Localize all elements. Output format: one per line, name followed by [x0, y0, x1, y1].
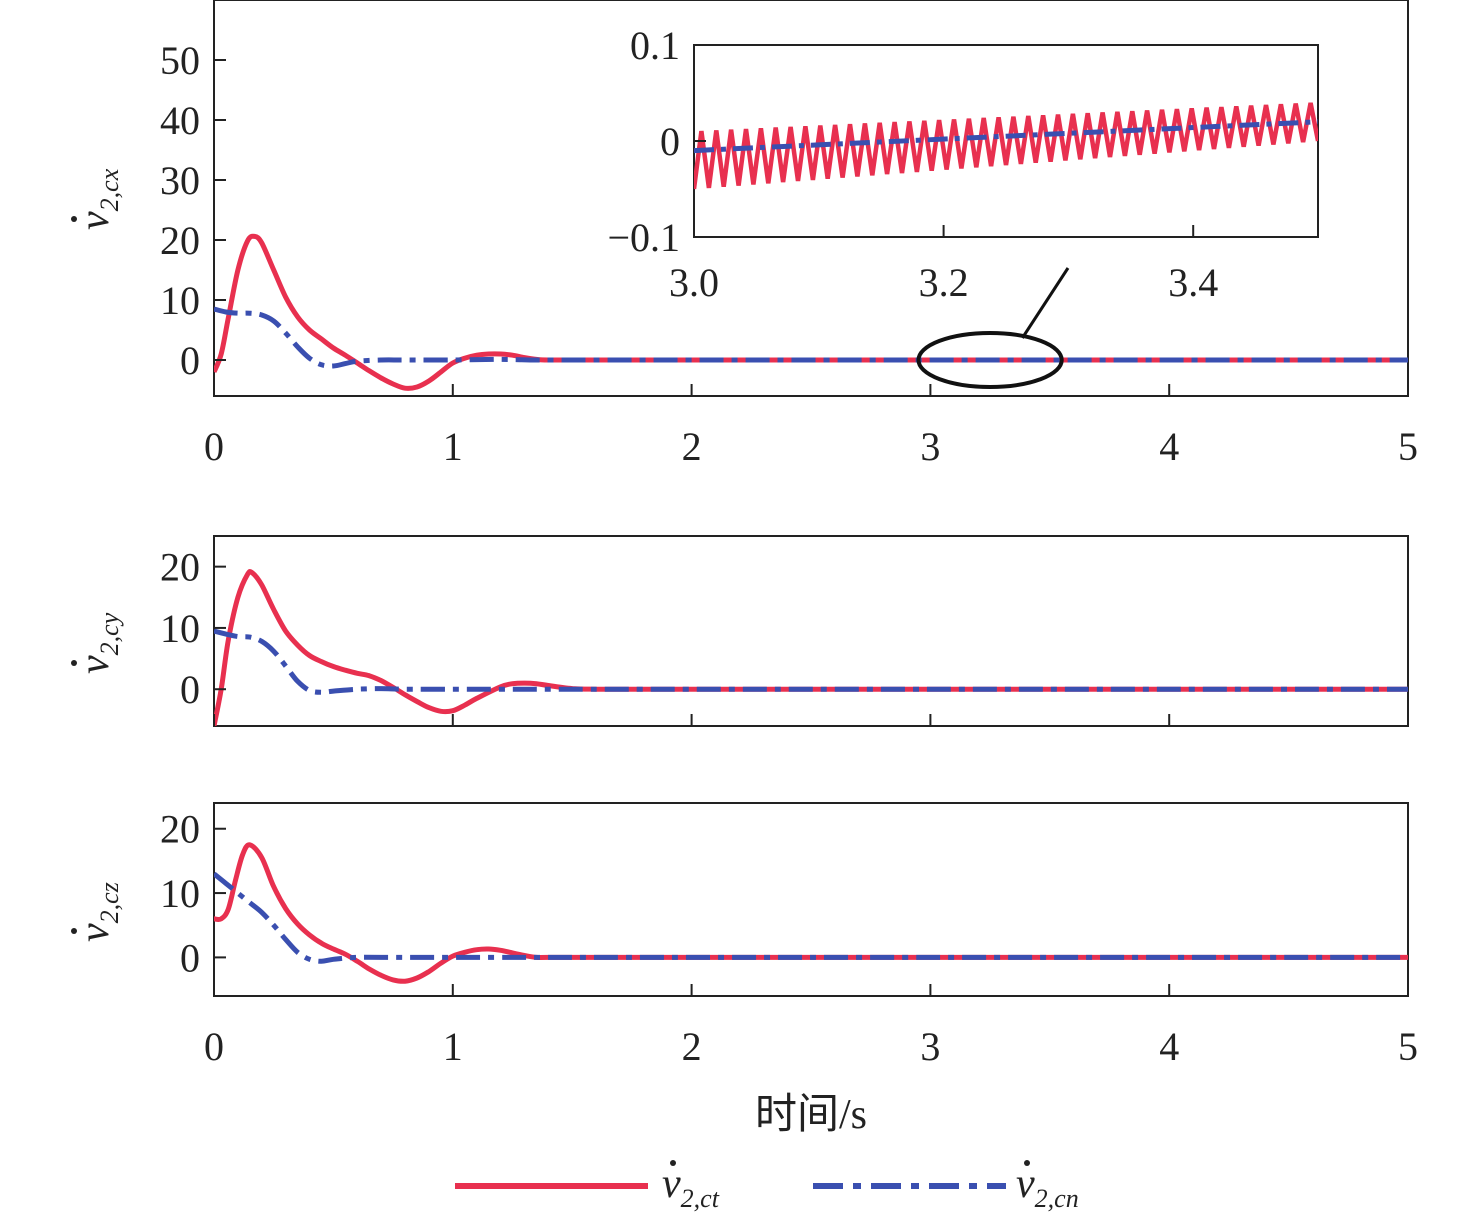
zoom-annotation [916, 267, 1070, 389]
x-tick-label: 1 [443, 1024, 463, 1069]
inset-series-line-cn [694, 119, 1318, 154]
y-tick-label: 10 [160, 278, 200, 323]
inset-zoom-panel: 3.0 3.2 3.4 −0.1 0 0.1 [607, 23, 1319, 305]
panel-v2cz: 0 1 2 3 4 5 0 10 20 v2,cz [71, 802, 1418, 1069]
series-line-cn [214, 306, 1408, 369]
x-tick-label: 2 [682, 424, 702, 469]
y-tick-label: 10 [160, 606, 200, 651]
series-line-cn [214, 871, 1408, 964]
x-tick-label: 5 [1398, 1024, 1418, 1069]
x-tick-label: 4 [1159, 424, 1179, 469]
x-tick-label: 0 [204, 424, 224, 469]
x-tick-label: 3.0 [669, 260, 719, 305]
legend-label-cn: v2,cn [1016, 1160, 1079, 1213]
x-tick-label: 0 [204, 1024, 224, 1069]
panel-v2cy: 0 10 20 v2,cy [71, 535, 1409, 727]
x-tick-label: 3.2 [919, 260, 969, 305]
y-axis-label: v2,cz [71, 882, 124, 942]
y-tick-label: 30 [160, 158, 200, 203]
zoom-ellipse [916, 331, 1064, 389]
y-tick-label: −0.1 [607, 215, 680, 260]
y-tick-label: 50 [160, 38, 200, 83]
y-axis-label: v2,cy [71, 612, 124, 674]
x-tick-label: 4 [1159, 1024, 1179, 1069]
zoom-leader-line [1021, 267, 1070, 339]
series-line-cn [214, 628, 1408, 695]
y-tick-label: 40 [160, 98, 200, 143]
svg-text:v2,ct: v2,ct [662, 1161, 720, 1213]
svg-text:v2,cy: v2,cy [72, 612, 124, 674]
x-tick-label: 1 [443, 424, 463, 469]
y-tick-label: 20 [160, 218, 200, 263]
inset-series-line-ct [694, 102, 1318, 190]
y-tick-label: 0 [660, 119, 680, 164]
x-tick-label: 3 [920, 1024, 940, 1069]
y-tick-label: 20 [160, 545, 200, 590]
x-tick-label: 2 [682, 1024, 702, 1069]
x-tick-label: 3.4 [1168, 260, 1218, 305]
x-tick-label: 5 [1398, 424, 1418, 469]
y-tick-label: 0 [180, 935, 200, 980]
legend-label-ct: v2,ct [662, 1160, 720, 1213]
x-tick-label: 3 [920, 424, 940, 469]
legend: v2,ct v2,cn [455, 1160, 1079, 1213]
x-axis-label: 时间/s [755, 1092, 867, 1138]
svg-text:v2,cz: v2,cz [72, 882, 124, 942]
y-tick-label: 20 [160, 807, 200, 852]
y-axis-label: v2,cx [71, 168, 124, 230]
y-tick-label: 0 [180, 338, 200, 383]
y-tick-label: 0 [180, 667, 200, 712]
plot-frame [213, 535, 1409, 727]
svg-text:v2,cn: v2,cn [1016, 1161, 1079, 1213]
y-tick-label: 10 [160, 871, 200, 916]
svg-text:v2,cx: v2,cx [72, 168, 124, 230]
plot-frame [213, 802, 1409, 997]
y-tick-label: 0.1 [630, 23, 680, 68]
